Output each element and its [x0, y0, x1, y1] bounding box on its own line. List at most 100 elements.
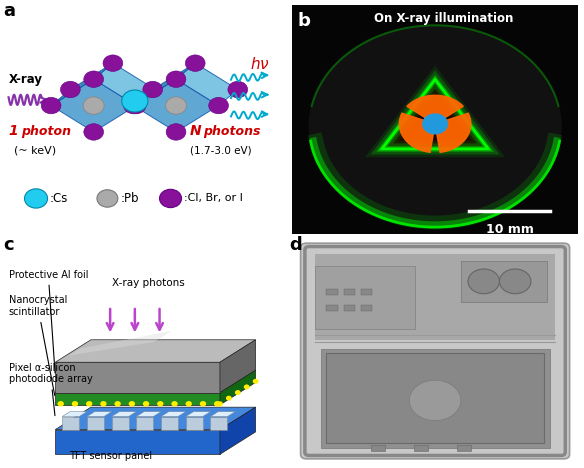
Polygon shape: [55, 430, 220, 454]
Bar: [315, 255, 555, 340]
Polygon shape: [93, 63, 155, 106]
Bar: [371, 446, 385, 451]
Polygon shape: [51, 63, 113, 106]
Polygon shape: [186, 417, 203, 430]
Circle shape: [159, 189, 182, 208]
Circle shape: [200, 402, 206, 406]
Bar: [413, 446, 428, 451]
Circle shape: [166, 71, 186, 88]
Polygon shape: [112, 412, 137, 417]
Circle shape: [185, 55, 205, 72]
Circle shape: [409, 380, 461, 421]
Circle shape: [172, 402, 177, 406]
Text: 10 mm: 10 mm: [485, 222, 533, 235]
Text: photon: photon: [21, 125, 71, 139]
Text: :Cs: :Cs: [50, 192, 68, 205]
Bar: [315, 266, 415, 329]
Text: :Cl, Br, or I: :Cl, Br, or I: [185, 193, 243, 204]
Circle shape: [84, 71, 103, 88]
Polygon shape: [51, 79, 136, 132]
Polygon shape: [210, 417, 227, 430]
Circle shape: [423, 114, 447, 134]
Text: On X-ray illumination: On X-ray illumination: [374, 12, 513, 24]
Text: :Pb: :Pb: [121, 192, 140, 205]
Circle shape: [97, 190, 118, 207]
Polygon shape: [220, 370, 256, 405]
Circle shape: [228, 81, 248, 98]
Polygon shape: [176, 63, 238, 106]
Circle shape: [215, 402, 220, 406]
Polygon shape: [220, 407, 256, 454]
Polygon shape: [55, 393, 220, 405]
Polygon shape: [69, 331, 172, 356]
Circle shape: [84, 97, 104, 114]
Polygon shape: [399, 113, 433, 152]
Polygon shape: [55, 407, 256, 430]
Circle shape: [499, 269, 531, 294]
Text: N: N: [190, 124, 201, 139]
Circle shape: [208, 97, 228, 114]
Circle shape: [121, 90, 148, 112]
Polygon shape: [134, 63, 195, 106]
Circle shape: [143, 81, 162, 98]
Bar: [343, 305, 355, 311]
Text: Protective Al foil: Protective Al foil: [9, 270, 88, 373]
Bar: [361, 305, 372, 311]
Polygon shape: [55, 370, 256, 393]
Circle shape: [58, 402, 63, 406]
Circle shape: [86, 402, 92, 406]
Circle shape: [166, 97, 186, 114]
Circle shape: [25, 189, 47, 208]
Bar: [326, 289, 338, 295]
Polygon shape: [55, 340, 256, 362]
Text: b: b: [298, 12, 311, 29]
Polygon shape: [210, 412, 235, 417]
Circle shape: [186, 402, 191, 406]
Circle shape: [144, 402, 148, 406]
Circle shape: [218, 402, 222, 406]
Circle shape: [84, 124, 103, 140]
Circle shape: [468, 269, 499, 294]
Circle shape: [245, 385, 249, 389]
Polygon shape: [62, 412, 87, 417]
Polygon shape: [136, 417, 153, 430]
Polygon shape: [382, 80, 488, 149]
Text: X-ray photons: X-ray photons: [112, 278, 185, 288]
Text: Pixel α-silicon
photodiode array: Pixel α-silicon photodiode array: [9, 363, 92, 416]
Circle shape: [253, 380, 258, 383]
Text: d: d: [289, 236, 302, 255]
Circle shape: [101, 402, 106, 406]
Polygon shape: [136, 412, 161, 417]
Circle shape: [126, 97, 146, 114]
Polygon shape: [220, 340, 256, 393]
Circle shape: [72, 402, 78, 406]
Polygon shape: [87, 412, 112, 417]
Circle shape: [166, 124, 186, 140]
Polygon shape: [112, 417, 128, 430]
Bar: [457, 446, 471, 451]
Text: TFT sensor panel: TFT sensor panel: [68, 451, 152, 461]
Polygon shape: [407, 95, 463, 117]
FancyBboxPatch shape: [301, 243, 569, 459]
Circle shape: [158, 402, 163, 406]
Bar: [326, 305, 338, 311]
Circle shape: [235, 391, 240, 395]
Text: (1.7-3.0 eV): (1.7-3.0 eV): [190, 146, 251, 156]
Circle shape: [115, 402, 120, 406]
Polygon shape: [161, 412, 186, 417]
Polygon shape: [87, 417, 104, 430]
Circle shape: [103, 55, 123, 72]
Polygon shape: [62, 417, 79, 430]
Text: c: c: [3, 236, 13, 255]
Circle shape: [309, 25, 561, 227]
Bar: [326, 353, 544, 443]
Text: photons: photons: [203, 125, 261, 139]
Circle shape: [41, 97, 61, 114]
Circle shape: [61, 81, 80, 98]
Circle shape: [124, 97, 143, 114]
Bar: [343, 289, 355, 295]
Polygon shape: [55, 362, 220, 393]
Circle shape: [227, 396, 231, 400]
Text: X-ray: X-ray: [9, 73, 43, 86]
Text: 1: 1: [9, 124, 18, 139]
